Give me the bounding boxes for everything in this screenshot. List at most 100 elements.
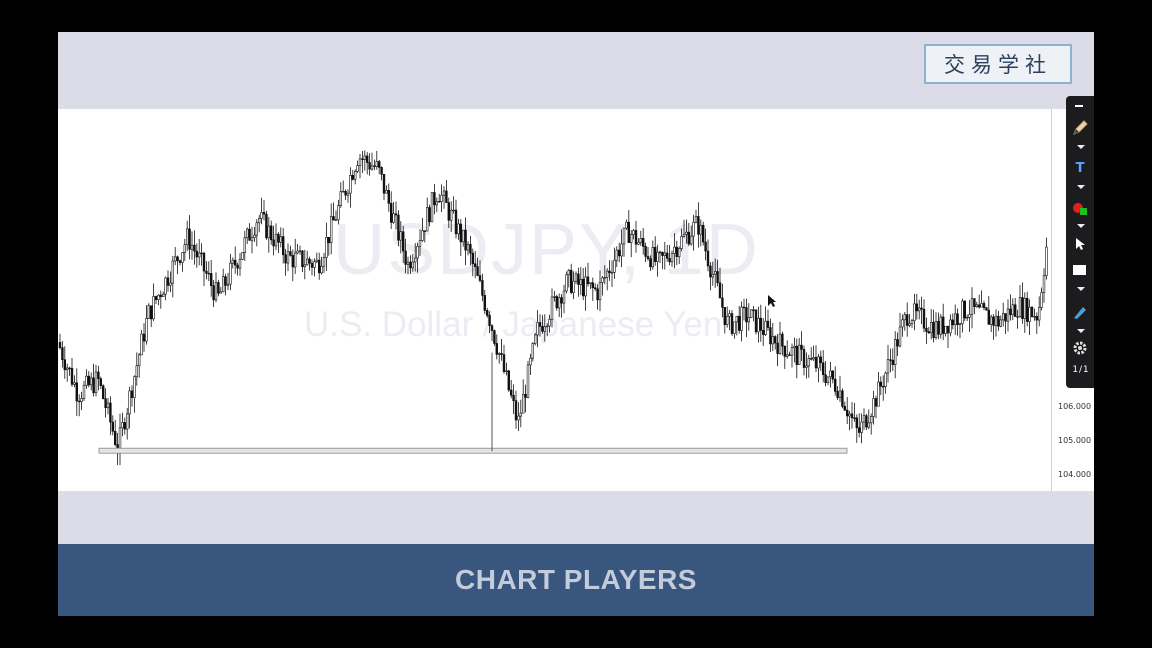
candle-body [886,359,890,374]
candle-body [884,372,887,387]
candle-body [365,155,369,163]
whiteboard-dropdown-icon[interactable] [1077,287,1085,291]
candle-body [958,323,962,326]
candle-body [181,252,184,263]
cursor-icon[interactable] [1066,234,1094,254]
candle-body [253,234,256,239]
candle-body [162,293,165,297]
candle-body [781,333,784,347]
candle-body [193,244,196,252]
candle-body [303,264,306,268]
candle-body [171,260,175,284]
pencil-icon[interactable] [1066,118,1094,138]
highlighter-dropdown-icon[interactable] [1077,329,1085,333]
candle-body [670,253,674,263]
highlighter-icon[interactable] [1066,302,1094,322]
candle-body [557,297,561,309]
text-dropdown-icon[interactable] [1077,185,1085,189]
candle-body [843,406,847,411]
pencil-dropdown-icon[interactable] [1077,145,1085,149]
candle-body [536,322,539,336]
candle-body [757,317,760,333]
candle-body [159,294,163,297]
candle-body [421,230,424,241]
candle-body [423,230,426,232]
candle-body [497,353,501,355]
candle-body [476,266,479,276]
candle-body [925,327,928,332]
minimize-icon[interactable] [1066,96,1094,116]
candle-body [289,251,292,256]
candle-body [320,265,323,274]
candle-body [944,325,947,334]
candle-body [591,282,595,289]
candle-body [502,354,506,372]
candle-body [334,219,338,221]
candle-body [908,323,911,326]
candle-body [730,313,734,334]
candle-body [917,307,921,312]
color-dropdown-icon[interactable] [1077,224,1085,228]
candle-body [661,251,664,256]
settings-gear-icon[interactable] [1066,338,1094,358]
candle-body [140,333,143,356]
candle-body [85,375,88,386]
candle-body [766,320,770,328]
candle-body [634,230,638,245]
candle-body [862,415,866,423]
candle-body [183,244,187,253]
candle-body [1009,308,1012,316]
candle-body [375,161,378,167]
price-chart[interactable]: USDJPY, 1D U.S. Dollar / Japanese Yen [58,109,1051,491]
support-zone-rectangle[interactable] [98,447,848,454]
candle-body [596,288,599,301]
candle-body [332,216,335,221]
candle-body [351,174,354,180]
candle-body [589,282,592,285]
candle-body [231,259,234,264]
candle-body [111,421,115,432]
candle-body [394,213,398,216]
description-watermark: U.S. Dollar / Japanese Yen [304,305,723,344]
candle-body [473,263,477,267]
candle-body [277,233,280,243]
candle-body [1011,304,1015,316]
candle-body [526,364,530,398]
candle-body [608,270,611,273]
candle-body [315,259,318,263]
candle-body [493,330,496,344]
color-picker-icon[interactable] [1066,198,1094,218]
candle-body [188,228,191,250]
candle-body [109,402,112,423]
candle-body [339,191,342,206]
whiteboard-icon[interactable] [1066,260,1094,280]
candle-body [1033,316,1036,318]
candle-body [625,221,628,229]
candle-body [721,297,724,308]
candle-body [447,202,450,221]
candle-body [471,252,474,265]
candle-body [517,415,520,421]
candle-body [500,353,503,355]
text-tool-icon[interactable]: T [1075,160,1085,176]
candle-body [178,260,182,263]
candle-body [824,374,827,383]
candle-body [773,336,777,344]
candle-body [260,211,263,219]
candle-body [855,417,859,429]
candle-body [286,251,290,264]
candle-body [190,244,194,250]
candle-body [106,402,110,409]
candle-body [507,370,510,391]
candle-body [569,269,573,293]
candle-body [89,377,93,386]
candle-body [896,339,899,347]
candle-body [145,318,148,342]
candle-body [910,320,914,325]
candle-body [749,309,753,318]
candle-body [404,250,407,265]
candle-body [430,192,434,223]
candle-body [169,282,172,286]
candle-body [985,307,988,311]
candle-body [485,310,489,316]
